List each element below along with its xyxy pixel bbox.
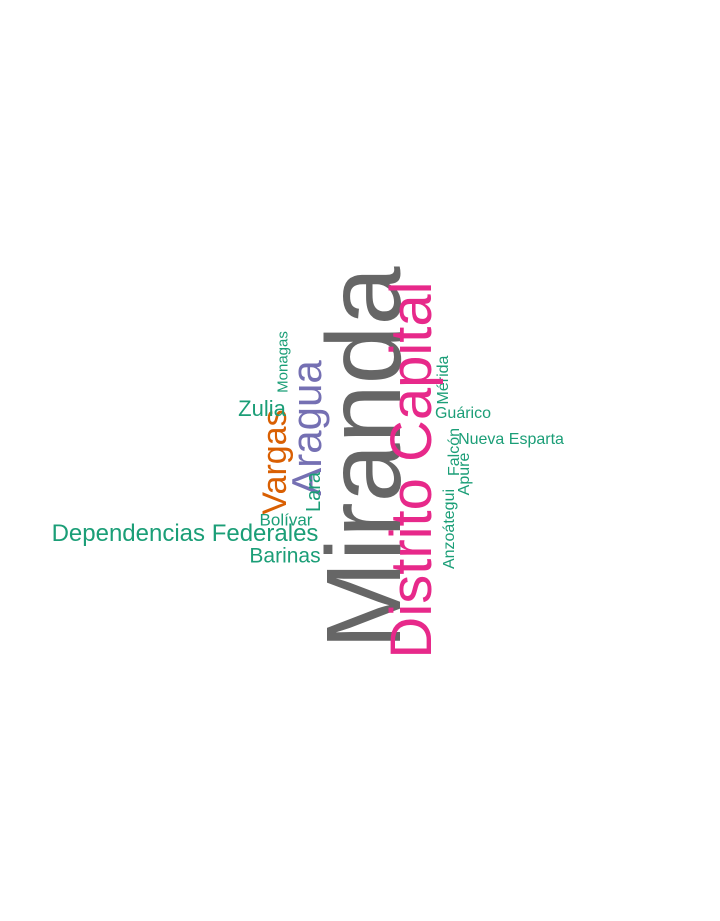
word-monagas: Monagas [274,331,292,393]
word-dependencias-federales: Dependencias Federales [51,520,319,547]
word-guarico: Guárico [434,405,492,422]
word-apure: Apure [456,452,473,496]
word-distrito-capital: Distrito Capital [379,281,444,659]
word-vargas: Vargas [256,409,294,515]
word-bolivar: Bolívar [259,510,313,530]
word-nueva-esparta: Nueva Esparta [458,431,564,448]
word-anzoategui: Anzoátegui [441,488,458,570]
word-lara: Lara [303,471,325,513]
word-barinas: Barinas [249,544,321,568]
word-zulia: Zulia [238,396,286,421]
